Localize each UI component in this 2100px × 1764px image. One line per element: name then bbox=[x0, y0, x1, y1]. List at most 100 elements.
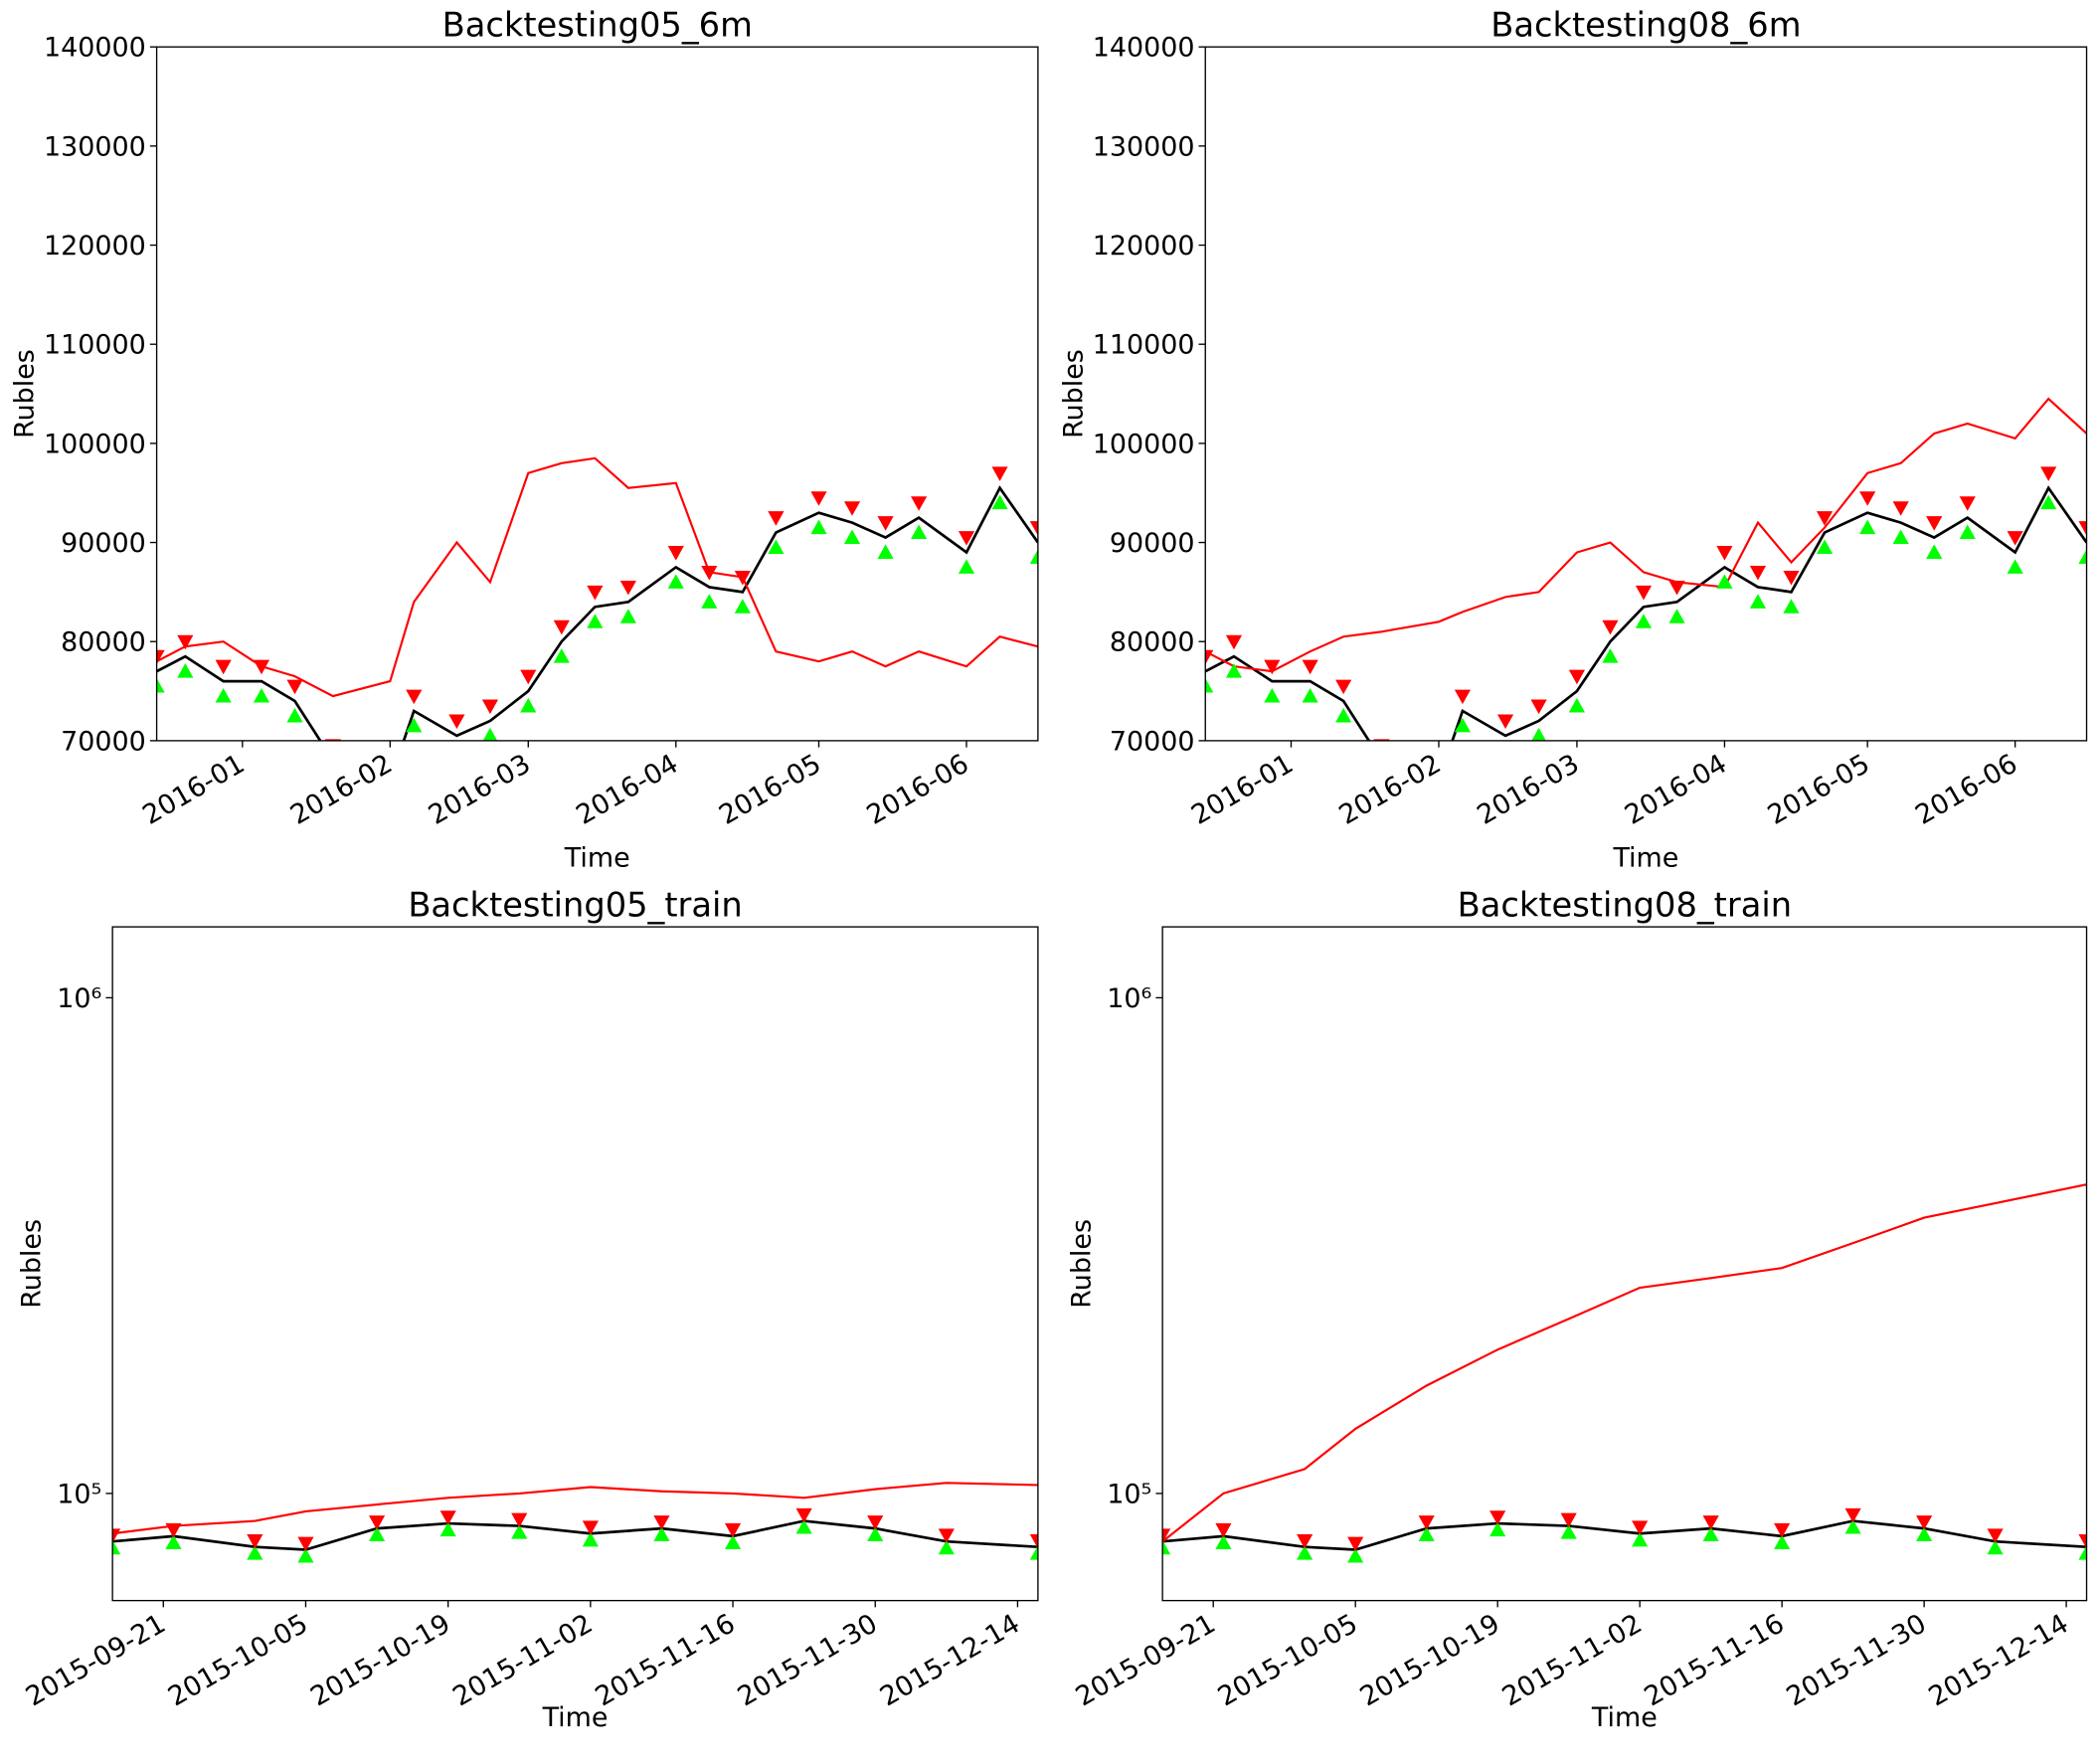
buy-marker bbox=[1716, 574, 1733, 589]
sell-marker bbox=[1926, 516, 1943, 531]
sell-marker bbox=[701, 565, 718, 581]
axes-frame bbox=[155, 46, 1039, 742]
x-tick-label: 2015-11-16 bbox=[1640, 1608, 1790, 1712]
y-tick-label: 140000 bbox=[1093, 33, 1195, 64]
buy-marker bbox=[1816, 539, 1834, 554]
sell-marker bbox=[1987, 1528, 2004, 1543]
plot-area bbox=[156, 456, 1038, 758]
buy-marker bbox=[1783, 599, 1800, 614]
sell-marker bbox=[1568, 669, 1586, 685]
sell-marker bbox=[253, 659, 270, 675]
sell-marker bbox=[324, 739, 341, 741]
chart-title: Backtesting08_6m bbox=[1490, 5, 1801, 44]
y-tick-label: 110000 bbox=[44, 330, 146, 361]
buy-marker bbox=[215, 687, 232, 703]
sell-marker bbox=[991, 466, 1008, 481]
buy-marker bbox=[911, 524, 928, 540]
sell-marker bbox=[1635, 585, 1653, 601]
x-tick-label: 2015-11-30 bbox=[733, 1608, 883, 1712]
buy-marker bbox=[768, 539, 785, 554]
axes-frame bbox=[111, 926, 1039, 1602]
sell-marker bbox=[247, 1533, 263, 1549]
y-tick-label: 10⁶ bbox=[57, 983, 101, 1014]
series-line bbox=[112, 1519, 1038, 1551]
sell-marker bbox=[843, 501, 861, 516]
y-axis-label: Rubles bbox=[10, 349, 41, 439]
y-tick-label: 80000 bbox=[61, 627, 146, 658]
plot-area bbox=[1205, 397, 2087, 802]
plot-area bbox=[1162, 1183, 2087, 1563]
sell-marker bbox=[1215, 1522, 1232, 1538]
sell-marker bbox=[1632, 1520, 1649, 1535]
y-tick-label: 130000 bbox=[1093, 131, 1195, 162]
buy-marker bbox=[165, 1534, 182, 1550]
x-tick-label: 2015-10-19 bbox=[305, 1608, 455, 1712]
sell-marker bbox=[1916, 1515, 1933, 1530]
x-tick-label: 2015-09-21 bbox=[21, 1608, 171, 1712]
buy-marker bbox=[177, 663, 194, 678]
sell-marker bbox=[553, 619, 570, 635]
buy-marker bbox=[1632, 1531, 1649, 1547]
buy-marker bbox=[1454, 717, 1472, 733]
sell-marker bbox=[1716, 546, 1733, 561]
series-line bbox=[112, 1482, 1038, 1535]
sell-marker bbox=[1530, 699, 1547, 715]
x-axis-label: Time bbox=[1612, 843, 1678, 874]
buy-marker bbox=[701, 594, 718, 609]
buy-marker bbox=[1302, 687, 1318, 703]
x-tick-label: 2016-05 bbox=[714, 749, 826, 831]
sell-marker bbox=[653, 1515, 670, 1530]
x-axis-label: Time bbox=[542, 1702, 609, 1733]
sell-marker bbox=[1892, 501, 1909, 516]
buy-marker bbox=[1749, 594, 1767, 609]
buy-marker bbox=[2040, 494, 2057, 510]
buy-marker bbox=[448, 743, 464, 758]
sell-marker bbox=[1335, 679, 1352, 695]
y-tick-label: 90000 bbox=[1110, 528, 1195, 559]
buy-marker bbox=[1431, 788, 1447, 802]
y-tick-label: 100000 bbox=[44, 429, 146, 459]
x-tick-label: 2016-01 bbox=[1186, 749, 1299, 831]
buy-marker bbox=[1844, 1518, 1861, 1534]
x-axis-label: Time bbox=[564, 843, 630, 874]
buy-marker bbox=[1489, 1521, 1506, 1537]
sell-marker bbox=[511, 1512, 528, 1528]
sell-marker bbox=[619, 580, 636, 596]
x-tick-label: 2016-02 bbox=[285, 749, 398, 831]
subplot: 10⁵10⁶2015-09-212015-10-052015-10-192015… bbox=[1066, 885, 2088, 1733]
buy-marker bbox=[938, 1539, 955, 1555]
y-tick-label: 90000 bbox=[61, 528, 146, 559]
buy-marker bbox=[511, 1524, 528, 1539]
buy-marker bbox=[297, 1547, 314, 1563]
sell-marker bbox=[795, 1507, 812, 1523]
buy-marker bbox=[1347, 1547, 1364, 1563]
sell-marker bbox=[1560, 1512, 1577, 1528]
x-tick-label: 2016-03 bbox=[1473, 749, 1585, 831]
buy-marker bbox=[253, 687, 270, 703]
y-axis-label: Rubles bbox=[1058, 349, 1089, 439]
buy-marker bbox=[1418, 1526, 1435, 1542]
buy-marker bbox=[958, 559, 975, 574]
x-tick-label: 2015-11-02 bbox=[1497, 1608, 1648, 1712]
sell-marker bbox=[1225, 634, 1243, 650]
buy-marker bbox=[2078, 1545, 2087, 1560]
y-tick-label: 10⁵ bbox=[1107, 1479, 1151, 1509]
buy-marker bbox=[724, 1534, 742, 1550]
x-tick-label: 2016-03 bbox=[424, 749, 536, 831]
x-tick-label: 2015-11-30 bbox=[1782, 1608, 1932, 1712]
sell-marker bbox=[1668, 580, 1685, 596]
sell-marker bbox=[1302, 659, 1318, 675]
buy-marker bbox=[1892, 529, 1909, 545]
sell-marker bbox=[177, 634, 194, 650]
buy-marker bbox=[1297, 1545, 1313, 1560]
sell-marker bbox=[481, 699, 499, 715]
x-tick-label: 2015-12-14 bbox=[875, 1608, 1025, 1712]
axes-frame bbox=[1161, 926, 2088, 1602]
x-tick-label: 2015-11-02 bbox=[447, 1608, 598, 1712]
plot-area bbox=[112, 1482, 1038, 1563]
x-tick-label: 2015-11-16 bbox=[591, 1608, 741, 1712]
y-tick-label: 80000 bbox=[1110, 627, 1195, 658]
sell-marker bbox=[1774, 1522, 1791, 1538]
